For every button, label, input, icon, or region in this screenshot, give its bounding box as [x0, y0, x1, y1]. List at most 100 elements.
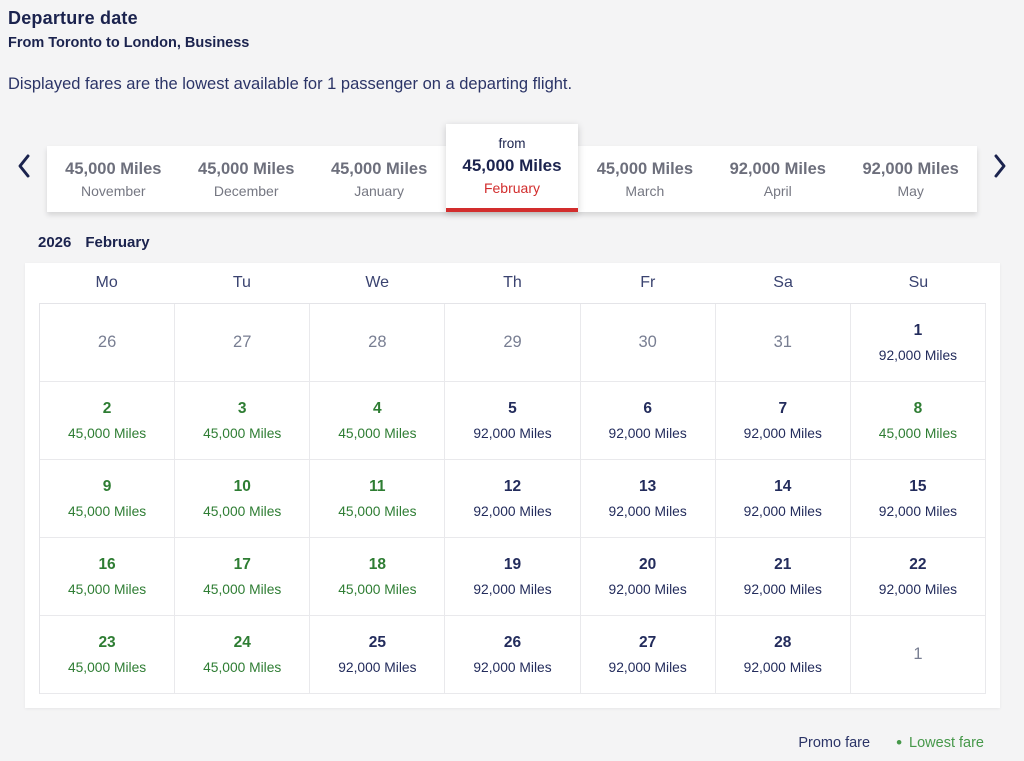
calendar-cell-day-5[interactable]: 5 92,000 Miles: [445, 382, 581, 460]
calendar-cell-day-13[interactable]: 13 92,000 Miles: [580, 460, 716, 538]
current-month-caption: 2026 February: [38, 234, 1024, 251]
tab-miles: 45,000 Miles: [330, 160, 428, 179]
month-tab-may[interactable]: 92,000 Miles May: [844, 146, 977, 212]
calendar-cell-day-6[interactable]: 6 92,000 Miles: [580, 382, 716, 460]
calendar-cell-day-7[interactable]: 7 92,000 Miles: [715, 382, 851, 460]
day-number: 30: [638, 332, 657, 351]
calendar-cell-day-28[interactable]: 28 92,000 Miles: [715, 616, 851, 694]
calendar-cell-day-24[interactable]: 24 45,000 Miles: [175, 616, 311, 694]
caption-year: 2026: [38, 234, 72, 251]
caption-month: February: [85, 234, 150, 251]
month-tab-january[interactable]: 45,000 Miles January: [313, 146, 446, 212]
calendar-cell-day-2[interactable]: 2 45,000 Miles: [40, 382, 176, 460]
lowest-fare-legend: • Lowest fare: [896, 734, 984, 751]
day-number: 24: [233, 634, 251, 652]
calendar-cell-day-9[interactable]: 9 45,000 Miles: [40, 460, 176, 538]
day-fare: 45,000 Miles: [67, 425, 147, 441]
month-tab-february[interactable]: from 45,000 Miles February: [445, 124, 579, 212]
calendar-cell-day-21[interactable]: 21 92,000 Miles: [715, 538, 851, 616]
fare-calendar: Mo Tu We Th Fr Sa Su 26 27 28 29 30 31 1 92,000 Miles…: [25, 263, 1000, 708]
day-fare: 92,000 Miles: [743, 659, 822, 675]
calendar-cell-day-27[interactable]: 27 92,000 Miles: [580, 616, 716, 694]
route-subtitle: From Toronto to London, Business: [8, 35, 250, 51]
fare-legend: Promo fare • Lowest fare: [0, 734, 1024, 751]
day-fare: 92,000 Miles: [473, 659, 552, 675]
tab-miles: 45,000 Miles: [596, 160, 694, 179]
calendar-cell-day-15[interactable]: 15 92,000 Miles: [850, 460, 986, 538]
calendar-cell-day-3[interactable]: 3 45,000 Miles: [175, 382, 311, 460]
calendar-cell-day-14[interactable]: 14 92,000 Miles: [715, 460, 851, 538]
tab-month-label: February: [483, 179, 540, 196]
calendar-cell-adjacent-month: 27: [175, 304, 311, 382]
dow-header-th: Th: [503, 274, 522, 291]
tab-from-label: from: [498, 136, 526, 152]
dow-header-su: Su: [908, 274, 929, 291]
day-number: 10: [233, 478, 251, 496]
calendar-cell-day-12[interactable]: 12 92,000 Miles: [445, 460, 581, 538]
previous-months-button[interactable]: [0, 122, 47, 212]
tab-miles: 92,000 Miles: [729, 160, 826, 179]
day-number: 4: [373, 400, 382, 418]
tab-month-label: March: [625, 182, 665, 199]
day-number: 1: [913, 322, 923, 340]
month-tab-december[interactable]: 45,000 Miles December: [180, 146, 313, 212]
chevron-right-icon: [993, 153, 1008, 182]
day-fare: 92,000 Miles: [743, 425, 822, 441]
tab-month-label: January: [354, 182, 404, 199]
month-tabs: 45,000 Miles November 45,000 Miles December…: [46, 124, 978, 212]
month-tab-november[interactable]: 45,000 Miles November: [47, 146, 180, 212]
day-number: 5: [508, 400, 517, 418]
day-number: 6: [643, 400, 652, 418]
day-number: 31: [773, 332, 792, 351]
day-number: 26: [503, 634, 522, 652]
calendar-cell-day-22[interactable]: 22 92,000 Miles: [850, 538, 986, 616]
tab-month-label: November: [81, 182, 146, 199]
day-fare: 92,000 Miles: [473, 581, 552, 597]
day-number: 26: [97, 332, 117, 351]
calendar-cell-day-8[interactable]: 8 45,000 Miles: [850, 382, 986, 460]
calendar-cell-day-23[interactable]: 23 45,000 Miles: [40, 616, 176, 694]
dow-header-mo: Mo: [95, 274, 118, 291]
day-fare: 45,000 Miles: [203, 425, 282, 441]
calendar-cell-day-4[interactable]: 4 45,000 Miles: [310, 382, 446, 460]
day-number: 17: [233, 556, 251, 574]
calendar-cell-adjacent-month: 30: [580, 304, 716, 382]
day-fare: 92,000 Miles: [878, 581, 958, 597]
month-tab-march[interactable]: 45,000 Miles March: [578, 146, 711, 212]
day-fare: 45,000 Miles: [203, 581, 282, 597]
day-number: 28: [368, 332, 387, 351]
dow-header-tu: Tu: [232, 274, 251, 291]
lowest-fare-legend-label: Lowest fare: [909, 734, 984, 751]
fare-disclaimer: Displayed fares are the lowest available…: [8, 75, 573, 93]
day-number: 20: [639, 556, 657, 574]
calendar-cell-day-10[interactable]: 10 45,000 Miles: [175, 460, 311, 538]
next-months-button[interactable]: [977, 122, 1024, 212]
day-fare: 92,000 Miles: [473, 425, 552, 441]
day-number: 9: [102, 478, 112, 496]
calendar-cell-day-18[interactable]: 18 45,000 Miles: [310, 538, 446, 616]
day-number: 19: [503, 556, 522, 574]
tab-miles: 45,000 Miles: [462, 156, 562, 176]
month-tab-april[interactable]: 92,000 Miles April: [711, 146, 844, 212]
calendar-cell-day-1[interactable]: 1 92,000 Miles: [850, 304, 986, 382]
day-number: 7: [778, 400, 788, 418]
page-title: Departure date: [8, 8, 138, 28]
calendar-cell-day-19[interactable]: 19 92,000 Miles: [445, 538, 581, 616]
promo-fare-legend-label: Promo fare: [798, 734, 871, 751]
day-of-week-header-row: Mo Tu We Th Fr Sa Su: [39, 263, 986, 303]
calendar-cell-adjacent-month: 1: [850, 616, 986, 694]
calendar-cell-day-25[interactable]: 25 92,000 Miles: [310, 616, 446, 694]
calendar-cell-day-16[interactable]: 16 45,000 Miles: [40, 538, 176, 616]
calendar-cell-day-11[interactable]: 11 45,000 Miles: [310, 460, 446, 538]
day-number: 8: [913, 400, 923, 418]
day-number: 15: [909, 478, 927, 496]
day-fare: 45,000 Miles: [338, 425, 417, 441]
calendar-cell-day-26[interactable]: 26 92,000 Miles: [445, 616, 581, 694]
day-fare: 45,000 Miles: [878, 425, 958, 441]
calendar-cell-day-17[interactable]: 17 45,000 Miles: [175, 538, 311, 616]
chevron-left-icon: [16, 153, 31, 182]
calendar-cell-day-20[interactable]: 20 92,000 Miles: [580, 538, 716, 616]
day-number: 1: [913, 644, 923, 663]
day-fare: 92,000 Miles: [608, 503, 687, 519]
day-fare: 45,000 Miles: [67, 503, 147, 519]
